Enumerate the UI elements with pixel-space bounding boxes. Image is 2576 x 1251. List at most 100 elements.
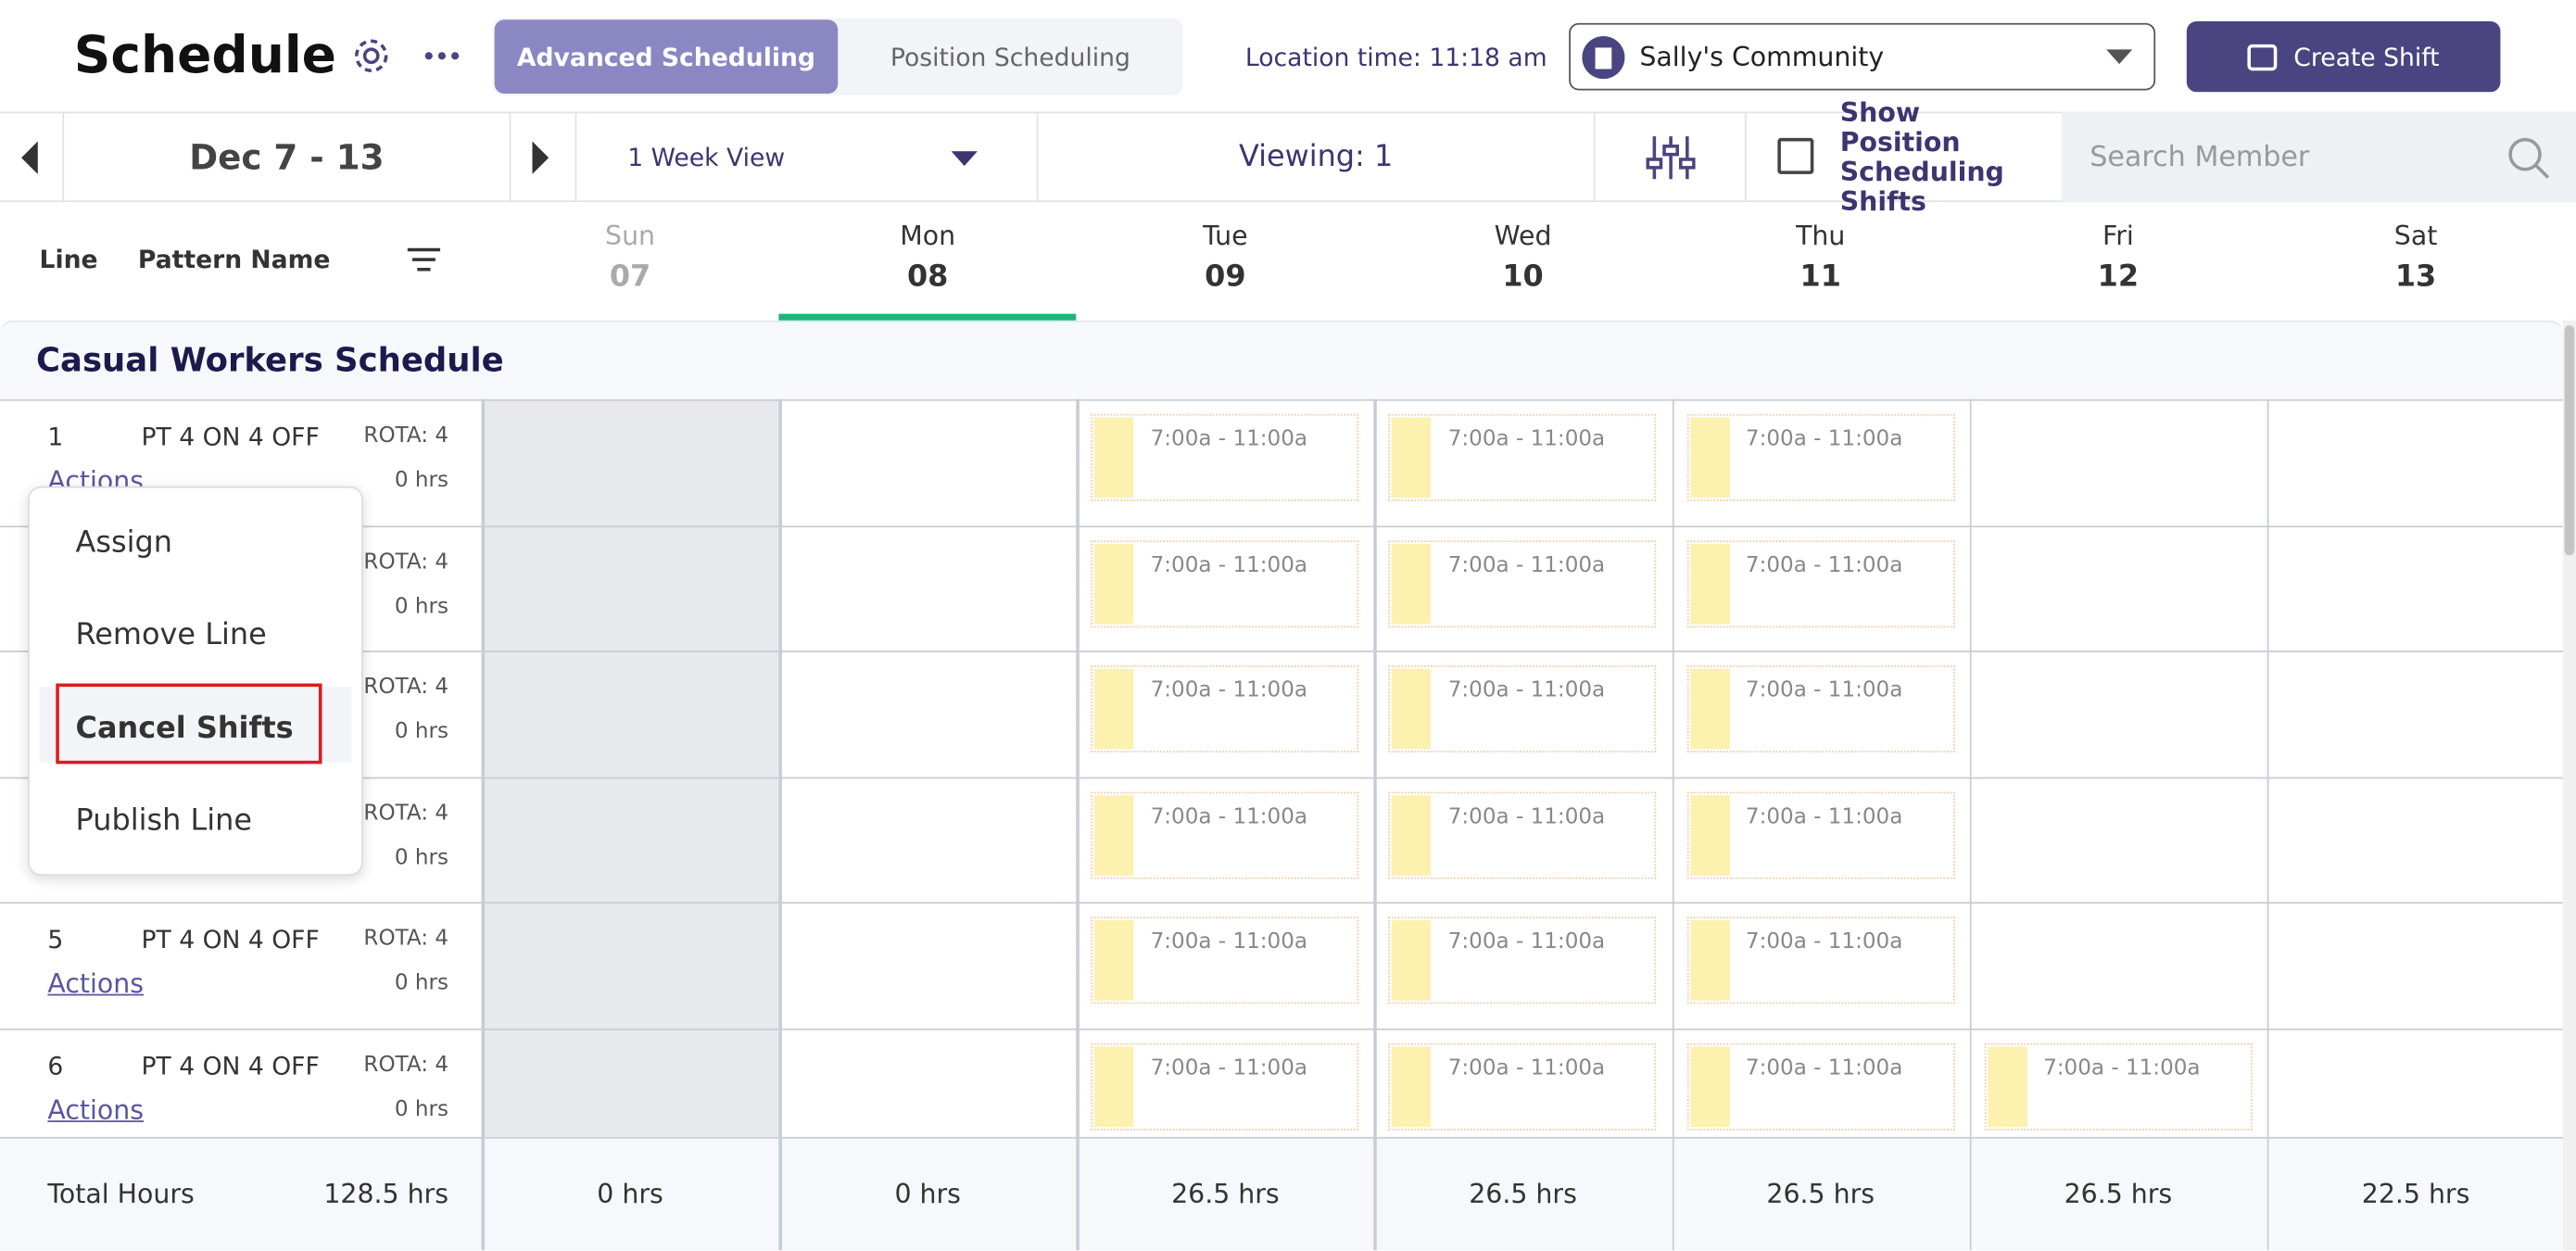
shift-card[interactable] xyxy=(1686,665,1955,753)
shift-time: 7:00a - 11:00a xyxy=(1745,804,1903,829)
shift-time: 7:00a - 11:00a xyxy=(2043,1056,2201,1081)
shift-card[interactable] xyxy=(1091,413,1359,501)
shift-card[interactable] xyxy=(1686,791,1955,879)
day-name: Thu xyxy=(1796,220,1846,252)
day-total: 0 hrs xyxy=(894,1178,961,1209)
shift-card[interactable] xyxy=(1984,1042,2253,1131)
day-date: 09 xyxy=(1205,259,1246,295)
divider xyxy=(1373,398,1377,1251)
search-icon xyxy=(2508,137,2550,179)
checkbox-label: Show Position Scheduling Shifts xyxy=(1839,96,2004,218)
shift-strip xyxy=(1689,920,1730,1002)
shift-strip xyxy=(1392,543,1433,625)
next-button[interactable] xyxy=(532,141,551,174)
prev-button[interactable] xyxy=(21,141,41,174)
day-name: Fri xyxy=(2102,220,2134,252)
shift-card[interactable] xyxy=(1388,1042,1657,1131)
rota: ROTA: 4 xyxy=(363,1053,449,1079)
shift-card[interactable] xyxy=(1091,665,1359,753)
divider xyxy=(2267,1136,2270,1251)
shift-card[interactable] xyxy=(1388,413,1657,501)
day-date: 13 xyxy=(2394,259,2437,295)
menu-highlight xyxy=(39,687,352,763)
toolbar xyxy=(0,111,2576,203)
title: Schedule xyxy=(73,26,336,86)
menu-item[interactable]: Publish Line xyxy=(75,802,252,839)
shift-time: 7:00a - 11:00a xyxy=(1150,678,1307,704)
day-total: 0 hrs xyxy=(597,1178,663,1209)
shift-card[interactable] xyxy=(1388,665,1657,753)
checkbox[interactable] xyxy=(1777,137,1814,174)
row-hours: 0 hrs xyxy=(394,468,449,493)
menu-item[interactable]: Cancel Shifts xyxy=(75,710,294,746)
line-number: 6 xyxy=(47,1051,64,1081)
divider xyxy=(778,1136,782,1251)
day-name: Tue xyxy=(1203,220,1248,252)
tab-active[interactable]: Advanced Scheduling xyxy=(494,19,839,95)
shift-card[interactable] xyxy=(1686,413,1955,501)
shift-card[interactable] xyxy=(1091,539,1359,627)
divider xyxy=(1969,1136,1972,1251)
search-input[interactable]: Search Member xyxy=(2062,111,2576,203)
row-border xyxy=(0,777,2563,903)
settings-icon[interactable] xyxy=(351,36,391,76)
more-icon[interactable] xyxy=(423,49,460,62)
shift-time: 7:00a - 11:00a xyxy=(1745,678,1903,704)
shift-card[interactable] xyxy=(1388,539,1657,627)
pattern-name: PT 4 ON 4 OFF xyxy=(141,925,320,955)
shift-card[interactable] xyxy=(1091,791,1359,879)
shift-strip xyxy=(1094,794,1134,876)
highlight-box xyxy=(56,683,322,764)
divider xyxy=(1076,398,1080,1251)
col-line: Line xyxy=(39,245,98,275)
divider xyxy=(1593,111,1747,203)
rota: ROTA: 4 xyxy=(363,550,449,575)
actions-link[interactable]: Actions xyxy=(47,967,145,1000)
shift-time: 7:00a - 11:00a xyxy=(1150,552,1307,578)
viewing-count: Viewing: 1 xyxy=(1238,139,1394,174)
actions-link[interactable]: Actions xyxy=(47,1093,145,1126)
shift-card[interactable] xyxy=(1686,1042,1955,1131)
shift-card[interactable] xyxy=(1686,917,1955,1005)
divider xyxy=(1672,1136,1674,1251)
row-hours: 0 hrs xyxy=(394,594,449,619)
shift-card[interactable] xyxy=(1686,539,1955,627)
unavailable-column xyxy=(481,398,779,1137)
shift-card[interactable] xyxy=(1388,917,1657,1005)
divider xyxy=(2267,398,2270,1251)
row-hours: 0 hrs xyxy=(394,845,449,871)
menu-item[interactable]: Remove Line xyxy=(75,617,267,652)
shift-card[interactable] xyxy=(1091,917,1359,1005)
shift-time: 7:00a - 11:00a xyxy=(1447,930,1606,955)
shift-card[interactable] xyxy=(1388,791,1657,879)
location-select[interactable] xyxy=(1569,22,2156,91)
divider xyxy=(1969,398,1972,1251)
location-name: Sally's Community xyxy=(1639,41,1885,73)
shift-time: 7:00a - 11:00a xyxy=(1150,1056,1307,1081)
day-date: 12 xyxy=(2097,259,2140,295)
shift-card[interactable] xyxy=(1091,1042,1359,1131)
filter-settings-icon[interactable] xyxy=(1646,133,1696,183)
day-total: 26.5 hrs xyxy=(2064,1178,2173,1209)
shift-strip xyxy=(1987,1046,2027,1128)
create-shift-button[interactable]: Create Shift xyxy=(2186,21,2501,93)
menu-item[interactable]: Assign xyxy=(75,524,172,560)
dropdown-arrow xyxy=(2105,49,2133,65)
tab[interactable]: Position Scheduling xyxy=(890,42,1130,72)
shift-time: 7:00a - 11:00a xyxy=(1150,804,1307,829)
rota: ROTA: 4 xyxy=(363,676,449,701)
row-hours: 0 hrs xyxy=(394,719,449,745)
shift-time: 7:00a - 11:00a xyxy=(1150,930,1307,955)
scrollbar-thumb xyxy=(2564,325,2575,556)
shift-strip xyxy=(1094,417,1134,499)
divider xyxy=(1076,1136,1080,1251)
shift-time: 7:00a - 11:00a xyxy=(1447,804,1606,829)
group-header xyxy=(0,320,2563,399)
rota: ROTA: 4 xyxy=(363,927,449,953)
shift-time: 7:00a - 11:00a xyxy=(1447,678,1606,704)
sort-icon[interactable] xyxy=(407,246,441,276)
day-date: 07 xyxy=(609,259,651,295)
location-time: Location time: 11:18 am xyxy=(1244,42,1547,72)
view-select[interactable]: 1 Week View xyxy=(575,111,1039,203)
